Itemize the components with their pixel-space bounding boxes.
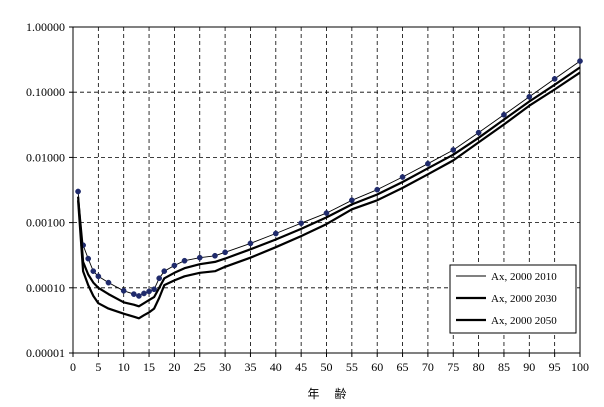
series-point — [526, 93, 533, 100]
series-point — [146, 288, 152, 295]
legend-label: Ax, 2000 2010 — [491, 271, 557, 283]
series-point — [156, 275, 163, 282]
x-tick-label: 35 — [244, 360, 256, 374]
legend: Ax, 2000 2010 Ax, 2000 2030 Ax, 2000 2050 — [449, 264, 577, 334]
x-tick-label: 50 — [321, 360, 333, 374]
series-point — [95, 273, 102, 280]
series-point — [136, 293, 142, 299]
series-2 — [77, 66, 581, 308]
x-tick-label: 75 — [447, 360, 459, 374]
series-point — [247, 240, 254, 247]
series-point — [450, 147, 457, 153]
legend-item-3: Ax, 2000 2050 — [456, 315, 557, 327]
x-tick-label: 20 — [168, 360, 180, 374]
series-layer — [75, 58, 583, 320]
y-axis-ticks: 1.00000 0.10000 0.01000 0.00100 0.00010 0.000… — [26, 20, 73, 360]
series-line — [77, 66, 581, 308]
series-3 — [77, 71, 581, 320]
legend-item-1: Ax, 2000 2010 — [456, 271, 557, 283]
legend-label: Ax, 2000 2050 — [491, 315, 557, 327]
series-point — [161, 268, 168, 275]
series-point — [425, 160, 431, 167]
x-tick-label: 5 — [95, 360, 101, 374]
x-tick-label: 80 — [473, 360, 485, 374]
series-point — [90, 268, 97, 275]
x-tick-label: 85 — [498, 360, 510, 374]
x-axis-ticks: 0 5 10 15 20 25 30 35 40 45 50 55 60 65 70 75 80 85 90 95 10… — [70, 353, 589, 374]
series-line — [77, 71, 581, 320]
x-tick-label: 45 — [295, 360, 307, 374]
series-point — [475, 129, 482, 136]
x-tick-label: 0 — [70, 360, 76, 374]
series-point — [399, 174, 406, 180]
series-point — [298, 220, 304, 227]
series-point — [272, 230, 279, 237]
series-point — [551, 76, 558, 82]
x-tick-label: 100 — [571, 360, 589, 374]
y-tick-label: 0.10000 — [26, 85, 65, 99]
series-point — [196, 254, 203, 261]
x-tick-label: 60 — [371, 360, 383, 374]
y-tick-label: 1.00000 — [26, 20, 65, 34]
series-point — [212, 252, 218, 259]
series-point — [349, 197, 355, 204]
series-point — [120, 287, 127, 294]
x-tick-label: 55 — [346, 360, 358, 374]
x-tick-label: 10 — [118, 360, 130, 374]
series-point — [374, 186, 381, 193]
series-point — [105, 279, 112, 286]
series-point — [171, 262, 178, 269]
x-axis-title: 年 齢 — [307, 386, 352, 401]
series-point — [75, 188, 81, 195]
series-point — [222, 249, 228, 256]
x-tick-label: 30 — [219, 360, 231, 374]
series-1 — [75, 58, 583, 299]
series-point — [141, 290, 147, 297]
series-point — [130, 291, 137, 297]
x-tick-label: 95 — [549, 360, 561, 374]
x-tick-label: 70 — [422, 360, 434, 374]
y-tick-label: 0.00100 — [26, 216, 65, 230]
series-point — [577, 58, 583, 64]
grid-lines — [73, 27, 580, 353]
series-point — [181, 257, 188, 264]
series-point — [151, 286, 157, 293]
x-tick-label: 15 — [143, 360, 155, 374]
x-tick-label: 25 — [194, 360, 206, 374]
series-point — [85, 255, 92, 262]
y-tick-label: 0.01000 — [26, 150, 65, 164]
y-tick-label: 0.00001 — [26, 346, 65, 360]
y-tick-label: 0.00010 — [26, 281, 65, 295]
legend-label: Ax, 2000 2030 — [491, 293, 557, 305]
legend-item-2: Ax, 2000 2030 — [456, 293, 557, 305]
series-point — [501, 111, 507, 118]
x-tick-label: 90 — [523, 360, 535, 374]
x-tick-label: 40 — [270, 360, 282, 374]
x-tick-label: 65 — [397, 360, 409, 374]
series-point — [323, 210, 330, 216]
